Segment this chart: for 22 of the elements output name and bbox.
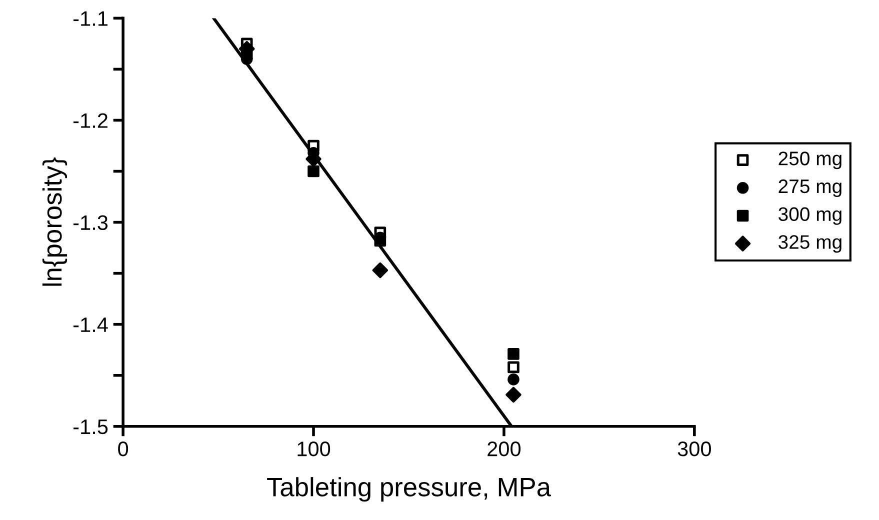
y-tick-label: -1.3 — [74, 215, 108, 230]
y-tick-label: -1.5 — [74, 420, 108, 434]
point — [508, 361, 520, 374]
y-tick-label: -1.1 — [74, 11, 108, 26]
x-tick-label: 100 — [298, 442, 330, 456]
y-tick-label: -1.2 — [74, 113, 108, 128]
point — [508, 348, 520, 360]
legend-label: 300 mg — [778, 207, 842, 225]
point — [506, 386, 522, 403]
point — [508, 374, 520, 386]
legend-label: 250 mg — [778, 152, 842, 170]
x-tick-label: 0 — [118, 442, 128, 456]
x-tick-label: 200 — [488, 442, 521, 456]
point — [372, 262, 388, 278]
legend-label: 325 mg — [778, 235, 842, 253]
y-tick-label: -1.4 — [74, 318, 108, 332]
point — [374, 234, 386, 247]
x-tick-label: 300 — [678, 442, 711, 456]
y-axis-title: ln{porosity} — [42, 157, 68, 286]
legend-label: 275 mg — [778, 179, 842, 198]
x-axis-title: Tableting pressure, MPa — [267, 477, 552, 502]
point — [308, 165, 320, 178]
